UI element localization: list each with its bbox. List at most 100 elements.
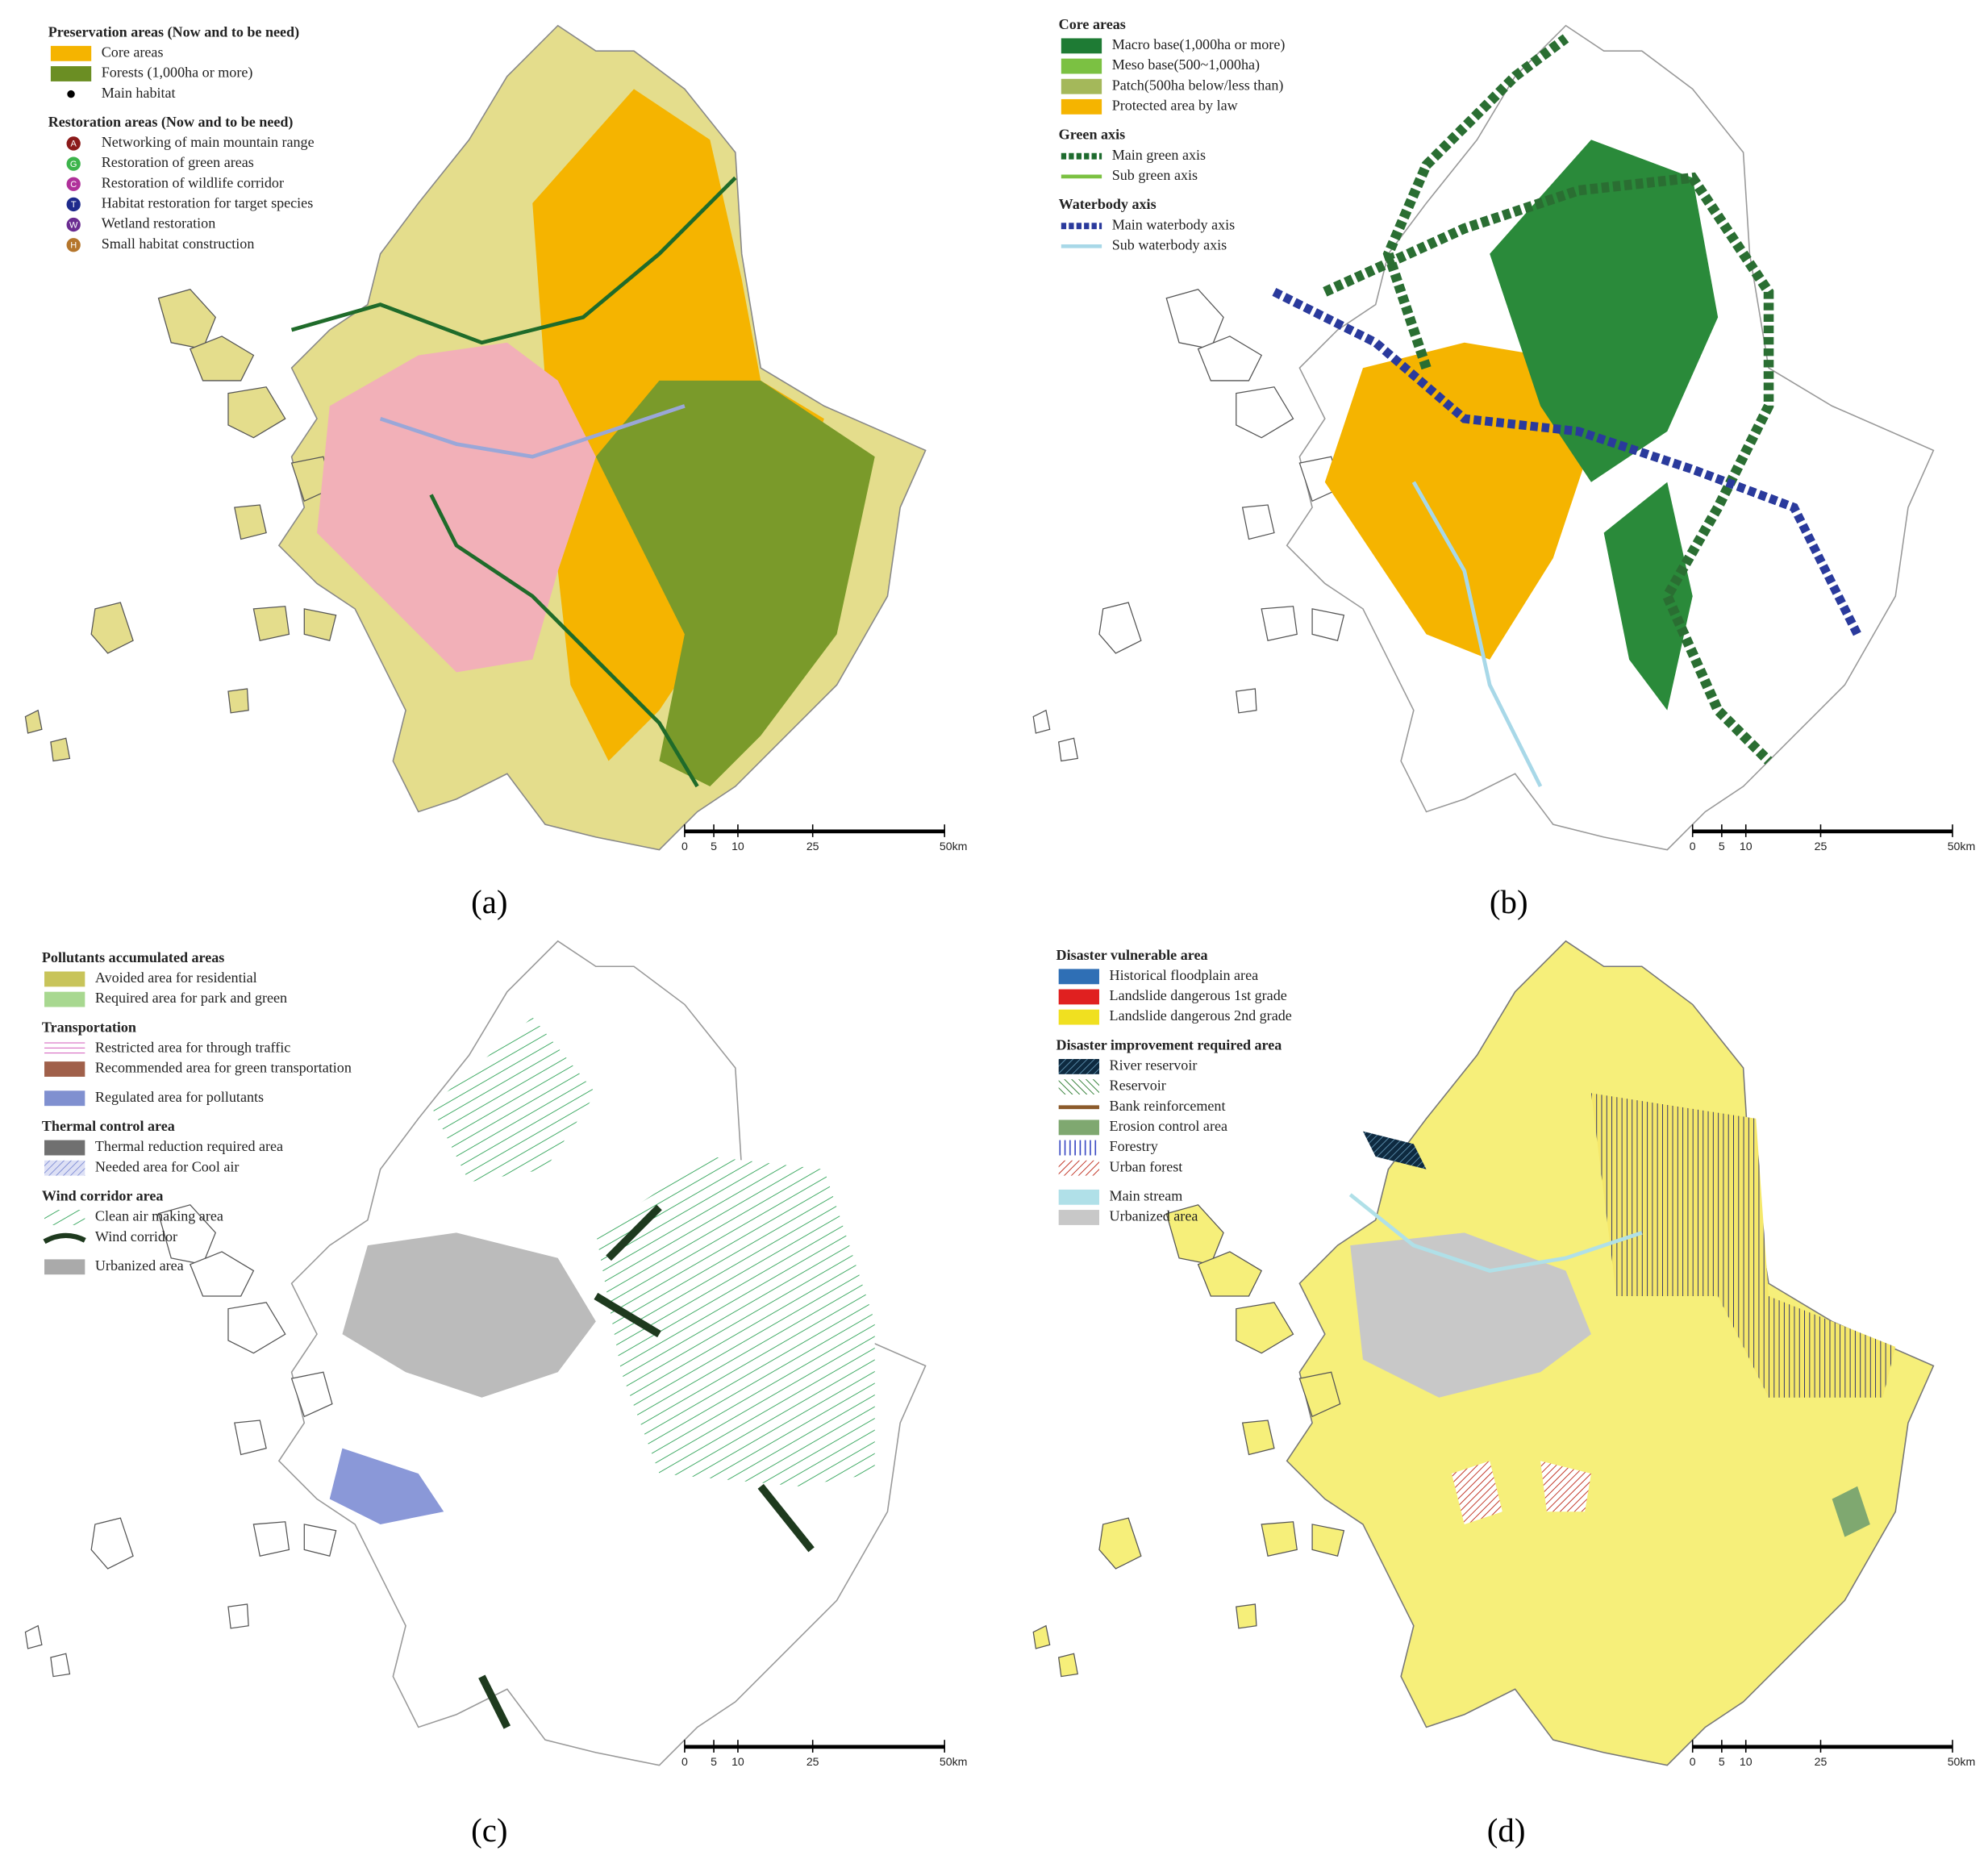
legend-text: Habitat restoration for target species xyxy=(102,195,313,211)
legend-heading: Preservation areas (Now and to be need) xyxy=(48,23,299,40)
urbanized-area xyxy=(1350,1232,1591,1398)
island xyxy=(1298,1371,1341,1418)
legend-marker xyxy=(65,236,82,253)
scale-label: 25 xyxy=(806,840,819,853)
legend-text: Avoided area for residential xyxy=(95,969,257,986)
legend-swatch xyxy=(50,45,92,61)
legend-text: Reservoir xyxy=(1110,1078,1166,1094)
scale-label: 10 xyxy=(731,840,744,853)
legend-text: Small habitat construction xyxy=(102,236,255,252)
scale-label: 25 xyxy=(1815,840,1828,853)
legend-swatch xyxy=(44,1259,85,1275)
island xyxy=(1241,504,1275,540)
main-stream xyxy=(1348,1193,1643,1273)
river xyxy=(379,404,686,459)
legend-swatch xyxy=(44,1140,85,1156)
wind-corridor xyxy=(478,1674,511,1729)
island xyxy=(234,504,267,540)
legend-swatch xyxy=(1058,1160,1099,1176)
island xyxy=(24,709,43,734)
island xyxy=(1236,688,1257,714)
legend-text: Patch(500ha below/less than) xyxy=(1112,77,1284,94)
scale-label: 50km xyxy=(1948,840,1976,853)
scale-label: 50km xyxy=(1948,1755,1976,1768)
panel-label: (a) xyxy=(471,884,507,920)
main-green-axis xyxy=(1382,34,1569,370)
legend-marker-letter: W xyxy=(69,220,78,230)
legend-swatch xyxy=(44,1061,85,1077)
legend-text: Bank reinforcement xyxy=(1110,1098,1226,1114)
legend-text: Restoration of green areas xyxy=(102,154,254,170)
legend-text: River reservoir xyxy=(1110,1057,1198,1074)
legend-text: Erosion control area xyxy=(1110,1118,1227,1134)
legend-swatch xyxy=(1058,1119,1099,1136)
legend-text: Thermal reduction required area xyxy=(95,1138,283,1154)
legend-text: Urban forest xyxy=(1110,1158,1183,1174)
erosion-area xyxy=(1832,1486,1870,1537)
urbanized-area xyxy=(342,1232,596,1398)
legend-text: Recommended area for green transportatio… xyxy=(95,1060,352,1076)
legend-text: Landslide dangerous 1st grade xyxy=(1110,987,1287,1003)
panel: 0 5 10 25 50km Preservation areas (Now and to… xyxy=(24,23,968,853)
legend-marker xyxy=(65,135,82,152)
forestry xyxy=(1590,1093,1896,1398)
legend-marker xyxy=(65,196,82,213)
legend-swatch xyxy=(44,991,85,1007)
island xyxy=(227,1603,249,1629)
legend-heading: Core areas xyxy=(1059,16,1126,32)
legend-swatch xyxy=(44,1210,85,1225)
island xyxy=(90,1517,134,1570)
scale-label: 50km xyxy=(940,840,968,853)
island xyxy=(227,688,249,714)
legend-marker xyxy=(65,155,82,173)
legend-text: Protected area by law xyxy=(1112,98,1238,114)
island xyxy=(303,1524,337,1557)
river-reservoir xyxy=(1362,1131,1427,1169)
legend-text: Main green axis xyxy=(1112,147,1206,163)
legend-heading: Restoration areas (Now and to be need) xyxy=(48,114,294,131)
legend-text: Restricted area for through traffic xyxy=(95,1040,290,1056)
island xyxy=(1311,1524,1345,1557)
scale-label: 5 xyxy=(1719,1755,1725,1768)
map xyxy=(1032,24,1935,851)
sub-waterbody-axis xyxy=(1411,481,1543,788)
island xyxy=(1261,606,1298,641)
legend-text: Forestry xyxy=(1110,1138,1158,1154)
legend-text: Landslide dangerous 2nd grade xyxy=(1110,1007,1292,1024)
island xyxy=(157,1204,216,1265)
island xyxy=(90,602,134,654)
legend-swatch xyxy=(1058,989,1099,1005)
urban-forest xyxy=(1452,1461,1502,1524)
island xyxy=(50,1653,71,1678)
main-green-axis xyxy=(1323,172,1774,765)
panel: 0 5 10 25 50km Core areas Macro base(1,000ha o… xyxy=(1032,16,1976,853)
legend-heading: Pollutants accumulated areas xyxy=(42,949,224,965)
island xyxy=(189,336,255,381)
legend-text: Main habitat xyxy=(102,85,176,101)
scale-label: 0 xyxy=(681,1755,688,1768)
island xyxy=(303,608,337,641)
macro-base xyxy=(1490,140,1719,482)
legend-text: Main waterbody axis xyxy=(1112,216,1236,232)
legend-text: Core areas xyxy=(102,44,164,60)
scale-label: 5 xyxy=(711,1755,717,1768)
scale-label: 25 xyxy=(1815,1755,1828,1768)
island xyxy=(1165,1204,1224,1265)
island xyxy=(1261,1521,1298,1557)
scale-bar xyxy=(684,1745,945,1749)
region xyxy=(1286,940,1935,1766)
scale-label: 0 xyxy=(1690,1755,1696,1768)
regulated-area xyxy=(329,1448,444,1524)
island xyxy=(1241,1420,1275,1456)
legend-swatch xyxy=(1058,1189,1099,1205)
island xyxy=(1236,1603,1257,1629)
legend-text: Regulated area for pollutants xyxy=(95,1089,264,1105)
mountain-range xyxy=(290,176,737,345)
legend-heading: Transportation xyxy=(42,1019,136,1035)
legend-marker-letter: H xyxy=(70,240,77,250)
legend-swatch xyxy=(1058,1009,1099,1025)
legend-swatch xyxy=(1058,969,1099,985)
island xyxy=(157,289,216,350)
scale-label: 50km xyxy=(940,1755,968,1768)
island xyxy=(1236,1302,1294,1354)
